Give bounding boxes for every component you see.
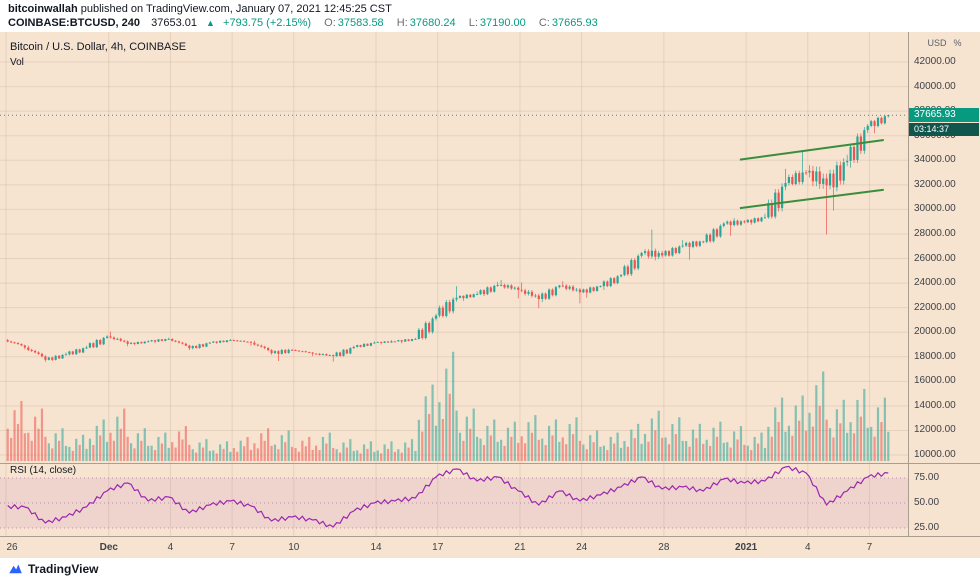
close-value: 37665.93	[551, 17, 598, 29]
time-axis[interactable]: 26 Dec 4 7 10 14 17 21 24 28 2021 4 7	[0, 536, 980, 558]
volume-legend[interactable]: Vol	[10, 57, 24, 68]
axis-percent-toggle[interactable]: %	[953, 38, 962, 48]
time-tick-label[interactable]: 4	[804, 542, 811, 553]
trendline-channel[interactable]	[739, 139, 884, 210]
price-tick-label: 28000.00	[914, 227, 956, 239]
tradingview-brand[interactable]: TradingView	[28, 562, 99, 576]
tradingview-logo-icon[interactable]	[8, 562, 23, 577]
price-tick-label: 10000.00	[914, 449, 956, 460]
pane-separator[interactable]	[0, 463, 980, 464]
time-tick-label[interactable]: 26	[6, 542, 18, 553]
rsi-band	[0, 477, 908, 529]
publish-line: bitcoinwallah published on TradingView.c…	[8, 2, 972, 16]
price-tick-label: 18000.00	[914, 350, 956, 362]
symbol-label: COINBASE:BTCUSD, 240	[8, 17, 141, 29]
price-tick-label: 26000.00	[914, 252, 956, 264]
author-name: bitcoinwallah	[8, 3, 78, 15]
snapshot-header: bitcoinwallah published on TradingView.c…	[0, 0, 980, 32]
volume-series	[6, 351, 890, 461]
high-label: H:	[396, 17, 408, 29]
time-tick-label[interactable]: 17	[432, 542, 444, 553]
last-price-tag: 37665.93	[909, 108, 979, 123]
time-tick-label[interactable]: 4	[167, 542, 174, 553]
chart-legend: Bitcoin / U.S. Dollar, 4h, COINBASE Vol	[10, 41, 186, 68]
high-value: 37680.24	[409, 17, 456, 29]
price-tick-label: 30000.00	[914, 203, 956, 215]
low-value: 37190.00	[479, 17, 526, 29]
price-change: +793.75 (+2.15%)	[223, 17, 312, 29]
chart-area[interactable]: Bitcoin / U.S. Dollar, 4h, COINBASE Vol …	[0, 32, 980, 558]
time-tick-label[interactable]: 21	[514, 542, 526, 553]
open-value: 37583.58	[337, 17, 384, 29]
price-tick-label: 50.00	[914, 497, 940, 508]
candles-series	[6, 115, 890, 362]
price-tick-label: 75.00	[914, 472, 940, 483]
rsi-legend[interactable]: RSI (14, close)	[10, 465, 77, 476]
time-tick-label[interactable]: 2021	[734, 542, 758, 553]
time-tick-label[interactable]: 24	[576, 542, 588, 553]
axis-currency-label[interactable]: USD	[927, 38, 947, 48]
grid-lines	[0, 32, 908, 536]
price-tick-label: 25.00	[914, 522, 940, 533]
time-tick-label[interactable]: 7	[229, 542, 235, 553]
price-tick-label: 16000.00	[914, 375, 956, 387]
quote-line: COINBASE:BTCUSD, 240 37653.01 ▲ +793.75 …	[8, 16, 972, 31]
time-tick-label[interactable]: Dec	[99, 542, 118, 553]
last-price: 37653.01	[151, 17, 197, 29]
candlestick-plot[interactable]	[0, 32, 908, 536]
low-label: L:	[468, 17, 478, 29]
time-tick-label[interactable]: 14	[370, 542, 382, 553]
price-tick-label: 42000.00	[914, 56, 956, 67]
price-axis-settings: USD %	[909, 38, 980, 48]
time-tick-label[interactable]: 28	[658, 542, 670, 553]
rsi-line	[7, 465, 889, 528]
open-pair: O: 37583.58	[324, 17, 384, 29]
time-tick-label[interactable]: 10	[288, 542, 300, 553]
price-tick-label: 24000.00	[914, 277, 956, 289]
footer: TradingView	[0, 558, 980, 580]
price-tick-label: 12000.00	[914, 424, 956, 436]
price-tick-label: 40000.00	[914, 80, 956, 92]
low-pair: L: 37190.00	[469, 17, 526, 29]
bar-countdown: 03:14:37	[909, 123, 979, 137]
close-pair: C: 37665.93	[539, 17, 598, 29]
price-tick-label: 22000.00	[914, 301, 956, 313]
up-arrow-icon: ▲	[206, 18, 215, 28]
price-axis[interactable]: USD % 10000.00 12000.00 14000.00 16000.00 18…	[908, 32, 980, 536]
published-info: published on TradingView.com, January 07…	[77, 3, 392, 15]
open-label: O:	[324, 17, 336, 29]
chart-legend-title[interactable]: Bitcoin / U.S. Dollar, 4h, COINBASE	[10, 41, 187, 53]
price-tick-label: 32000.00	[914, 178, 956, 190]
price-tick-label: 34000.00	[914, 154, 956, 166]
price-tick-label: 20000.00	[914, 326, 956, 338]
price-tick-label: 14000.00	[914, 399, 956, 411]
close-label: C:	[538, 17, 550, 29]
high-pair: H: 37680.24	[397, 17, 456, 29]
time-tick-label[interactable]: 7	[866, 542, 873, 553]
